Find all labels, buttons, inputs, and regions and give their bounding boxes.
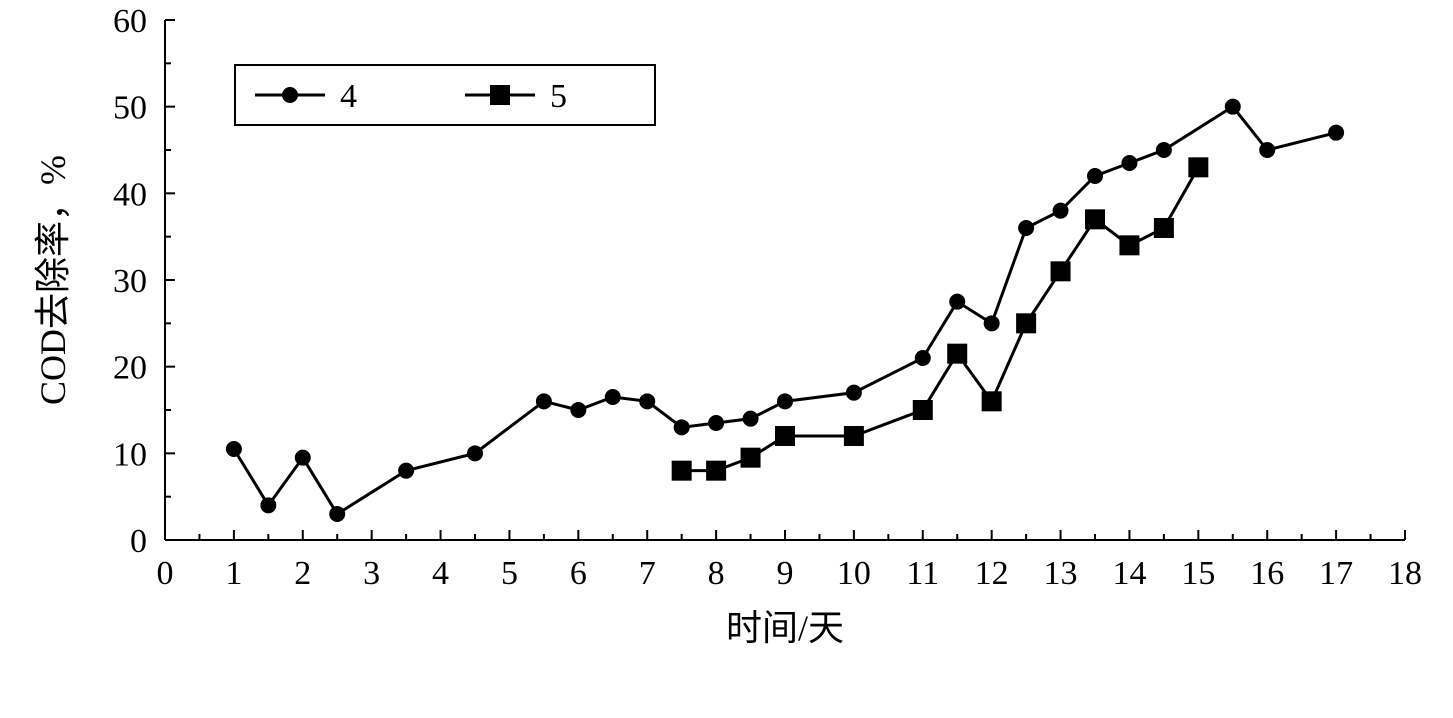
marker-square: [706, 461, 726, 481]
x-tick-label: 12: [975, 555, 1009, 592]
y-tick-label: 30: [113, 263, 147, 300]
marker-circle: [743, 411, 759, 427]
line-chart: 0102030405060012345678910111213141516171…: [0, 0, 1453, 713]
legend-marker-circle: [282, 87, 298, 103]
y-tick-label: 10: [113, 436, 147, 473]
marker-circle: [260, 497, 276, 513]
marker-square: [982, 391, 1002, 411]
marker-circle: [226, 441, 242, 457]
marker-square: [913, 400, 933, 420]
marker-circle: [467, 445, 483, 461]
x-tick-label: 13: [1044, 555, 1078, 592]
marker-circle: [570, 402, 586, 418]
x-tick-label: 8: [708, 555, 725, 592]
marker-square: [1119, 235, 1139, 255]
marker-circle: [708, 415, 724, 431]
marker-circle: [1156, 142, 1172, 158]
marker-circle: [1053, 203, 1069, 219]
marker-circle: [915, 350, 931, 366]
marker-circle: [1018, 220, 1034, 236]
marker-circle: [1087, 168, 1103, 184]
marker-circle: [1259, 142, 1275, 158]
marker-circle: [1121, 155, 1137, 171]
marker-square: [947, 344, 967, 364]
y-tick-label: 40: [113, 176, 147, 213]
x-tick-label: 0: [157, 555, 174, 592]
marker-square: [1085, 209, 1105, 229]
marker-circle: [639, 393, 655, 409]
y-tick-label: 20: [113, 350, 147, 387]
x-tick-label: 1: [225, 555, 242, 592]
marker-square: [1154, 218, 1174, 238]
x-tick-label: 2: [294, 555, 311, 592]
marker-circle: [674, 419, 690, 435]
legend-marker-square: [490, 85, 510, 105]
x-tick-label: 18: [1388, 555, 1422, 592]
x-tick-label: 3: [363, 555, 380, 592]
x-tick-label: 14: [1112, 555, 1146, 592]
marker-circle: [984, 315, 1000, 331]
marker-circle: [398, 463, 414, 479]
x-tick-label: 6: [570, 555, 587, 592]
marker-circle: [777, 393, 793, 409]
x-tick-label: 17: [1319, 555, 1353, 592]
legend-label: 5: [550, 78, 567, 115]
x-tick-label: 10: [837, 555, 871, 592]
legend-label: 4: [340, 78, 357, 115]
marker-square: [775, 426, 795, 446]
x-axis-label: 时间/天: [726, 608, 844, 648]
marker-circle: [846, 385, 862, 401]
x-tick-label: 9: [777, 555, 794, 592]
y-axis-label: COD去除率，%: [33, 155, 73, 405]
marker-square: [1188, 157, 1208, 177]
marker-circle: [605, 389, 621, 405]
x-tick-label: 15: [1181, 555, 1215, 592]
marker-circle: [295, 450, 311, 466]
y-tick-label: 0: [130, 523, 147, 560]
x-tick-label: 11: [906, 555, 939, 592]
y-tick-label: 50: [113, 90, 147, 127]
marker-circle: [536, 393, 552, 409]
marker-square: [1051, 261, 1071, 281]
marker-square: [741, 448, 761, 468]
marker-circle: [949, 294, 965, 310]
marker-square: [1016, 313, 1036, 333]
chart-container: 0102030405060012345678910111213141516171…: [0, 0, 1453, 713]
marker-circle: [1328, 125, 1344, 141]
marker-square: [672, 461, 692, 481]
marker-circle: [329, 506, 345, 522]
marker-circle: [1225, 99, 1241, 115]
marker-square: [844, 426, 864, 446]
x-tick-label: 16: [1250, 555, 1284, 592]
y-tick-label: 60: [113, 3, 147, 40]
x-tick-label: 5: [501, 555, 518, 592]
x-tick-label: 7: [639, 555, 656, 592]
x-tick-label: 4: [432, 555, 449, 592]
